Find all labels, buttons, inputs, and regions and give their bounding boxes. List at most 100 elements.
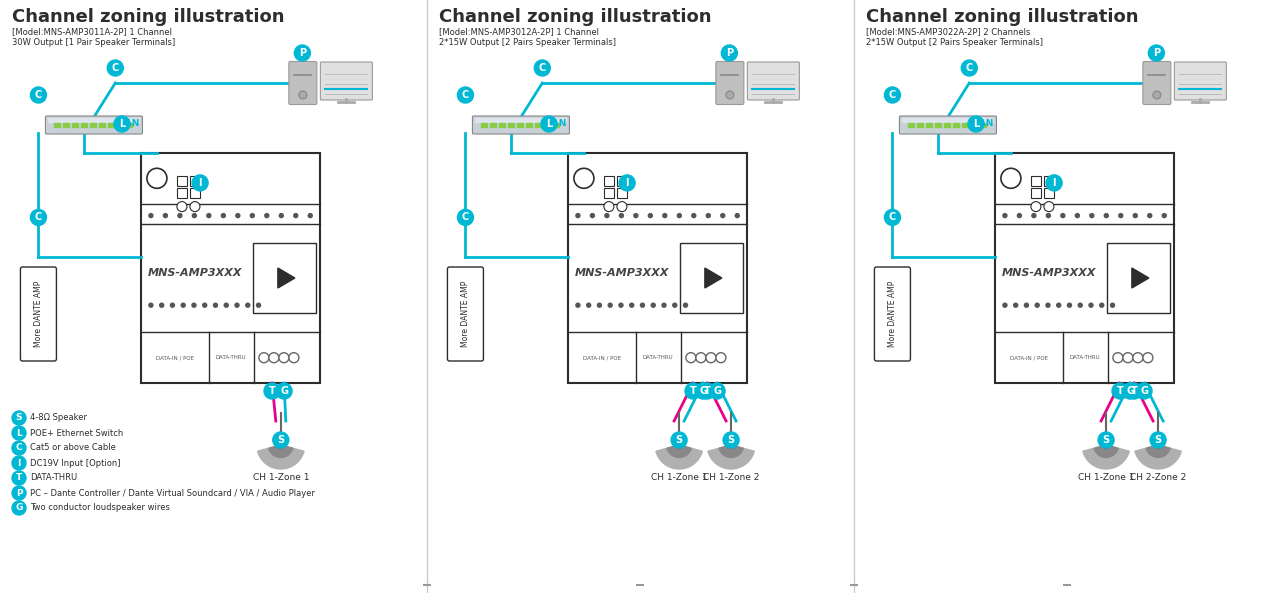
Text: L: L (973, 119, 979, 129)
Text: 4-8Ω Speaker: 4-8Ω Speaker (29, 413, 87, 422)
Text: L: L (119, 119, 125, 129)
Bar (499, 123, 506, 127)
Circle shape (1068, 303, 1071, 307)
Text: 2*15W Output [2 Pairs Speaker Terminals]: 2*15W Output [2 Pairs Speaker Terminals] (867, 38, 1043, 47)
Text: L: L (17, 429, 22, 438)
Text: I: I (198, 178, 202, 188)
Text: 30W Output [1 Pair Speaker Terminals]: 30W Output [1 Pair Speaker Terminals] (12, 38, 175, 47)
Circle shape (884, 87, 900, 103)
Circle shape (617, 202, 627, 212)
Text: T: T (704, 386, 710, 396)
Circle shape (1100, 303, 1103, 307)
Circle shape (1046, 303, 1050, 307)
Circle shape (968, 116, 984, 132)
Circle shape (534, 60, 550, 76)
Circle shape (294, 213, 298, 218)
Circle shape (457, 209, 474, 225)
Circle shape (236, 213, 239, 218)
Text: Two conductor loudspeaker wires: Two conductor loudspeaker wires (29, 503, 170, 512)
Bar (568, 153, 748, 383)
Circle shape (278, 442, 284, 448)
Circle shape (31, 87, 46, 103)
Circle shape (1143, 353, 1153, 363)
FancyBboxPatch shape (320, 62, 372, 100)
Circle shape (1030, 202, 1041, 212)
Circle shape (298, 91, 307, 99)
Circle shape (1036, 303, 1039, 307)
Text: T: T (1130, 386, 1138, 396)
Text: T: T (1116, 386, 1124, 396)
FancyBboxPatch shape (448, 267, 484, 361)
Circle shape (1032, 213, 1036, 218)
Bar (1030, 176, 1041, 186)
Circle shape (573, 168, 594, 189)
Circle shape (735, 213, 740, 218)
Bar (253, 243, 316, 313)
Circle shape (1123, 353, 1133, 363)
Text: G: G (1126, 386, 1134, 396)
Circle shape (1162, 213, 1166, 218)
Circle shape (961, 60, 978, 76)
Text: CH 1-Zone 1: CH 1-Zone 1 (650, 473, 708, 482)
Circle shape (1044, 202, 1053, 212)
FancyBboxPatch shape (900, 116, 996, 134)
Text: LAN: LAN (547, 119, 567, 127)
Circle shape (884, 209, 900, 225)
Text: [Model:MNS-AMP3012A-2P] 1 Channel: [Model:MNS-AMP3012A-2P] 1 Channel (439, 27, 599, 36)
Circle shape (12, 486, 26, 500)
Text: More DANTE AMP: More DANTE AMP (888, 281, 897, 347)
Text: CH 1-Zone 1: CH 1-Zone 1 (252, 473, 308, 482)
Circle shape (1151, 432, 1166, 448)
Bar (617, 176, 627, 186)
Circle shape (1018, 213, 1021, 218)
Bar (49, 118, 140, 122)
Circle shape (1153, 91, 1161, 99)
Bar (918, 123, 923, 127)
Bar (980, 123, 987, 127)
Circle shape (457, 87, 474, 103)
Wedge shape (708, 445, 754, 469)
Wedge shape (719, 445, 744, 457)
Bar (91, 123, 96, 127)
Bar (1030, 187, 1041, 197)
Circle shape (705, 353, 716, 363)
Circle shape (620, 175, 635, 191)
Circle shape (652, 303, 655, 307)
Circle shape (251, 213, 255, 218)
Bar (972, 123, 978, 127)
Circle shape (1133, 213, 1137, 218)
Circle shape (1004, 303, 1007, 307)
Circle shape (1111, 303, 1115, 307)
Circle shape (246, 303, 250, 307)
Bar (55, 123, 60, 127)
Circle shape (289, 353, 300, 363)
Circle shape (269, 353, 279, 363)
FancyBboxPatch shape (748, 62, 799, 100)
Text: I: I (626, 178, 628, 188)
Bar (490, 123, 497, 127)
Text: MNS-AMP3XXX: MNS-AMP3XXX (575, 267, 669, 278)
Bar (681, 243, 744, 313)
Circle shape (214, 303, 218, 307)
Circle shape (696, 353, 705, 363)
Text: MNS-AMP3XXX: MNS-AMP3XXX (1002, 267, 1097, 278)
Circle shape (691, 213, 696, 218)
Text: G: G (713, 386, 721, 396)
Text: POE+ Ethernet Switch: POE+ Ethernet Switch (29, 429, 123, 438)
Circle shape (294, 45, 310, 61)
Bar (995, 153, 1174, 383)
Circle shape (1014, 303, 1018, 307)
Circle shape (221, 213, 225, 218)
Circle shape (1046, 213, 1051, 218)
Bar (127, 123, 132, 127)
Text: S: S (727, 435, 735, 445)
Polygon shape (278, 268, 294, 288)
Text: T: T (690, 386, 696, 396)
Circle shape (590, 213, 594, 218)
Text: G: G (15, 503, 23, 512)
Circle shape (1155, 442, 1161, 448)
Circle shape (1004, 213, 1007, 218)
Text: C: C (888, 212, 896, 222)
Bar (909, 123, 914, 127)
Circle shape (236, 303, 239, 307)
